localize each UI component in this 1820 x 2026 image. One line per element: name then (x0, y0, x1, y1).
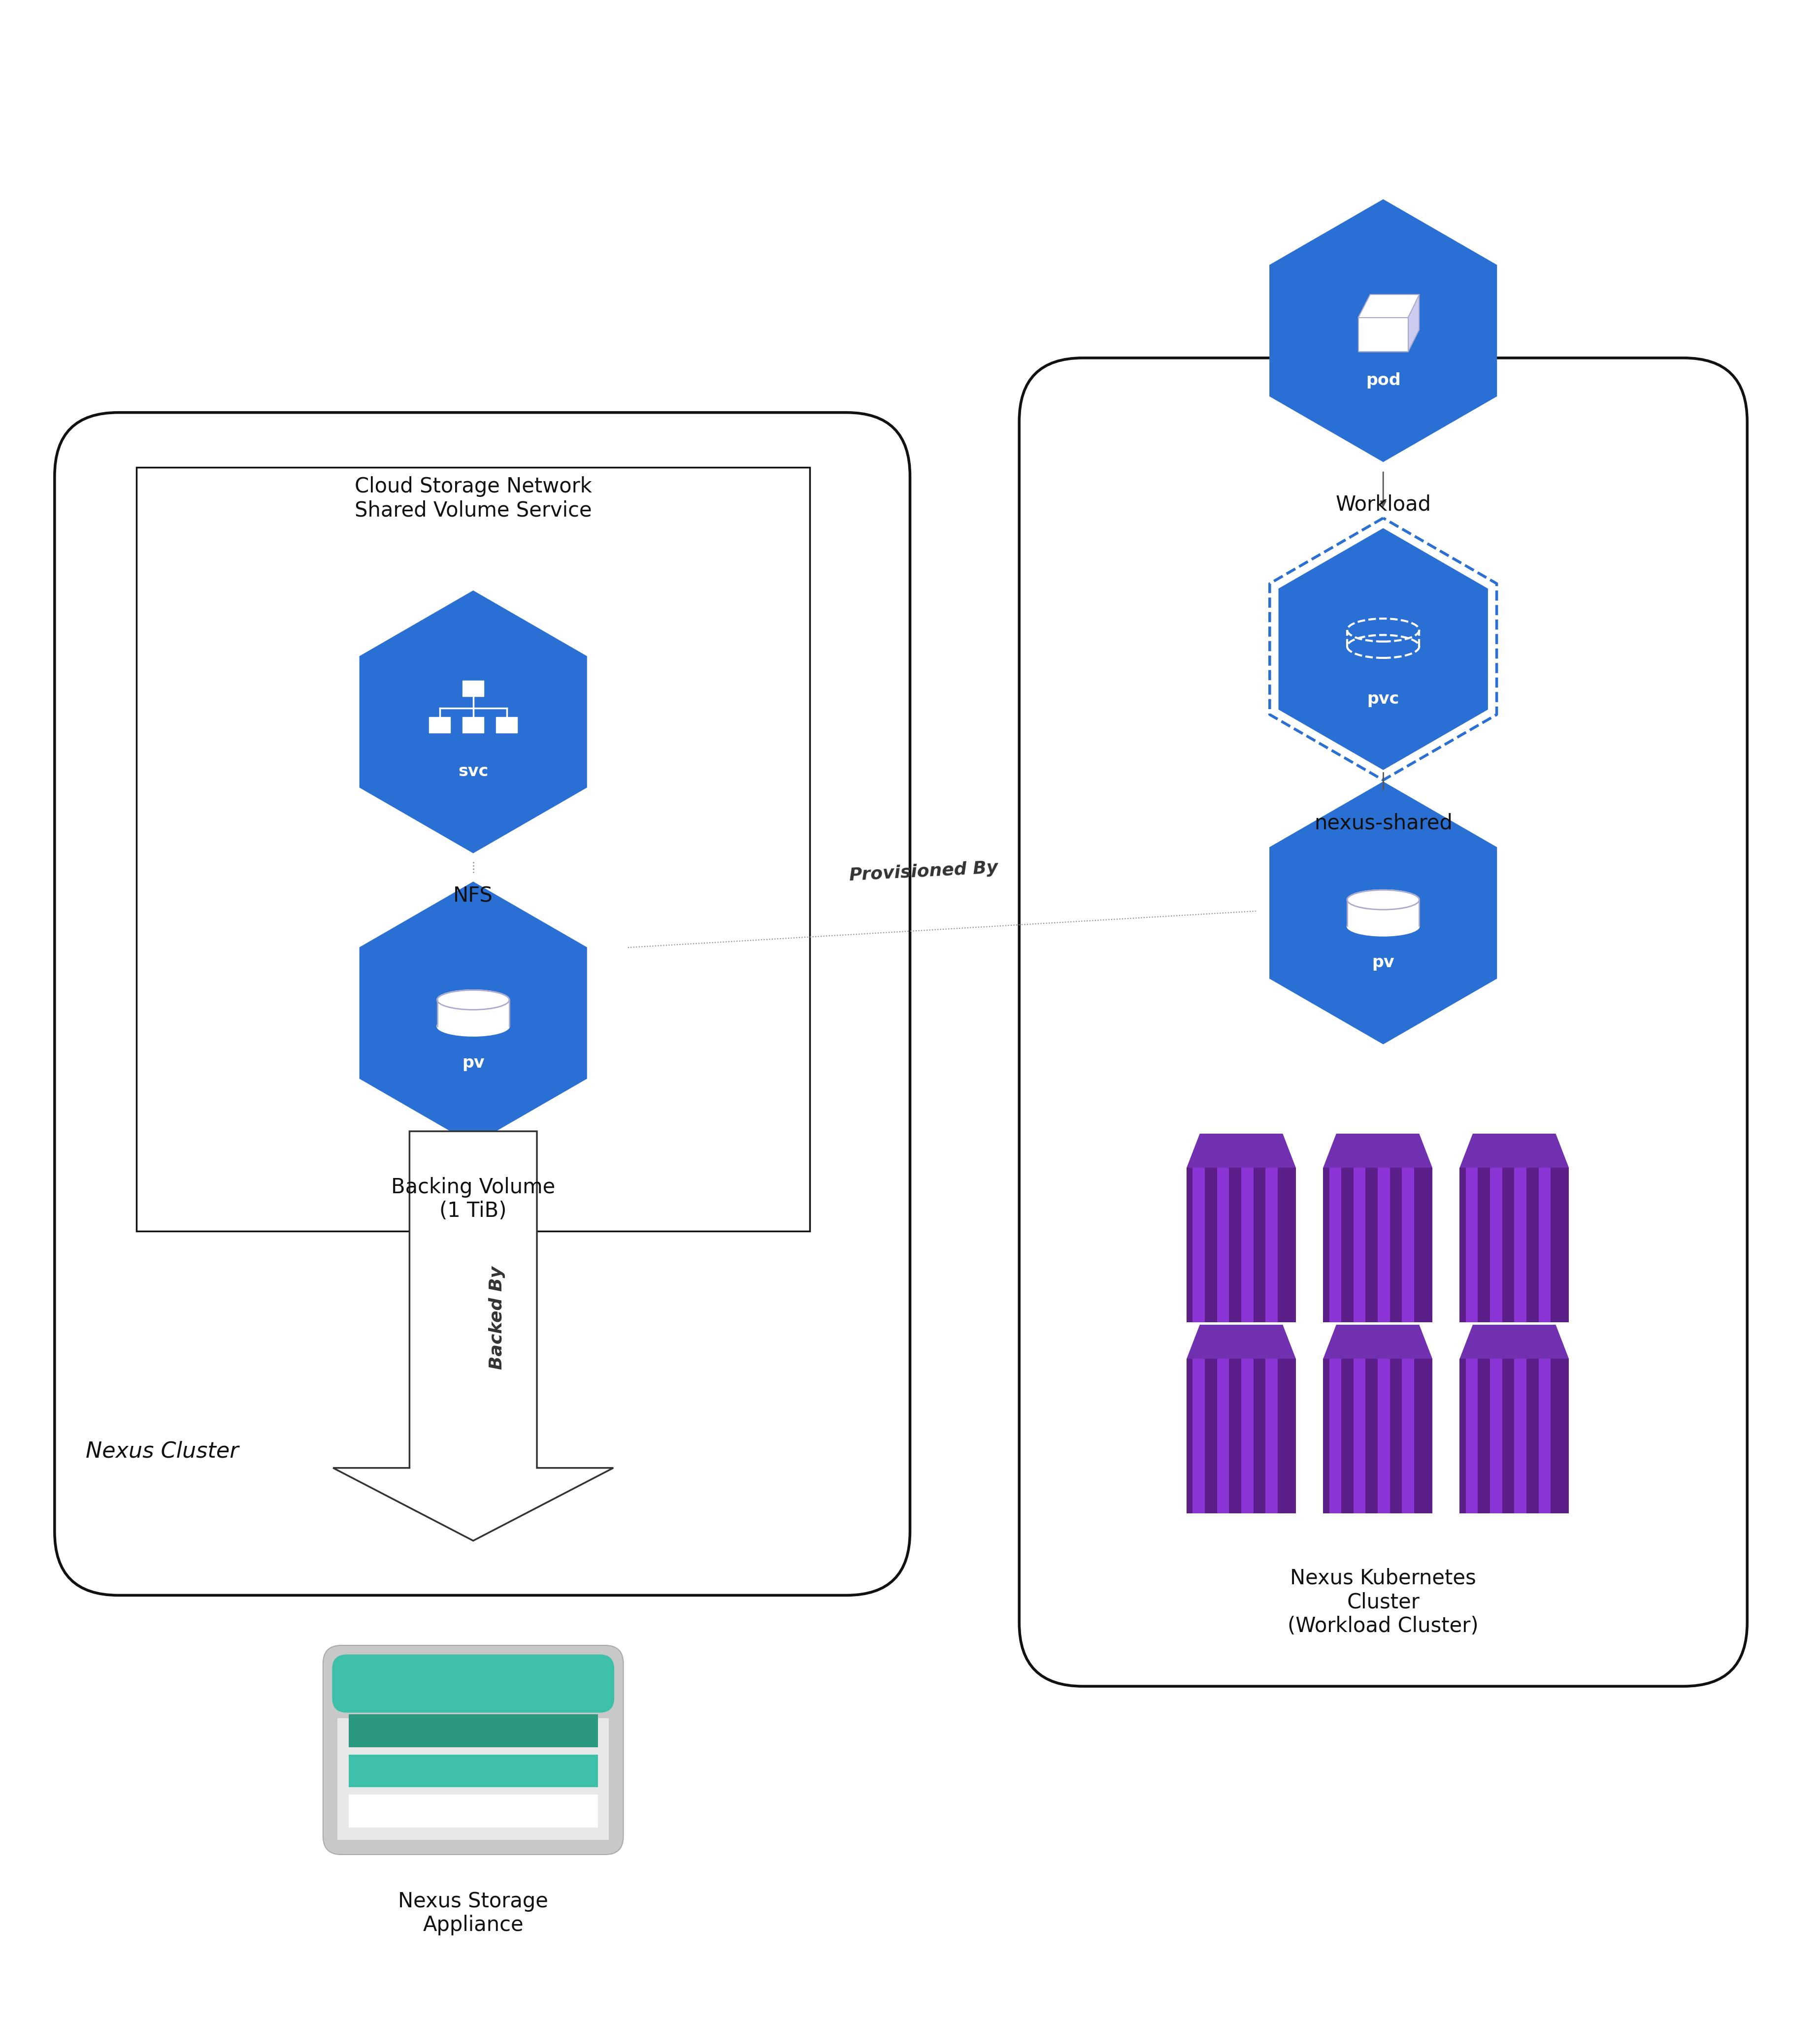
Bar (1460, 1359, 1569, 1513)
Bar (1218, 1167, 1228, 1323)
Polygon shape (1460, 1135, 1569, 1167)
Text: pv: pv (1372, 954, 1394, 970)
Polygon shape (1279, 529, 1487, 770)
Text: NFS: NFS (453, 885, 493, 906)
Bar (1187, 1167, 1296, 1323)
Bar (1354, 1359, 1365, 1513)
Text: Nexus Kubernetes
Cluster
(Workload Cluster): Nexus Kubernetes Cluster (Workload Clust… (1289, 1568, 1478, 1637)
Bar (1378, 1167, 1390, 1323)
Polygon shape (360, 881, 586, 1145)
Text: Provisioned By: Provisioned By (848, 859, 999, 883)
FancyBboxPatch shape (1019, 359, 1747, 1686)
Bar (462, 717, 484, 733)
Text: Cloud Storage Network
Shared Volume Service: Cloud Storage Network Shared Volume Serv… (355, 476, 592, 521)
Polygon shape (1270, 782, 1496, 1043)
Bar (1465, 1167, 1478, 1323)
Bar (1347, 900, 1420, 926)
Bar (437, 1001, 510, 1025)
Polygon shape (1187, 1325, 1296, 1359)
Bar (1265, 1167, 1278, 1323)
Ellipse shape (1347, 889, 1420, 910)
Bar (136, 468, 810, 1232)
Polygon shape (1323, 1325, 1432, 1359)
Bar (1241, 1359, 1254, 1513)
Ellipse shape (437, 1017, 510, 1035)
Polygon shape (1409, 294, 1420, 353)
Bar (1491, 1359, 1502, 1513)
Text: Backed By: Backed By (488, 1266, 506, 1370)
Bar (1354, 1167, 1365, 1323)
Bar (1192, 1359, 1205, 1513)
Ellipse shape (1347, 916, 1420, 936)
Bar (349, 1755, 597, 1787)
Polygon shape (360, 592, 586, 853)
Text: pv: pv (462, 1056, 484, 1072)
Polygon shape (1460, 1325, 1569, 1359)
Bar (1460, 1167, 1569, 1323)
Bar (1265, 1359, 1278, 1513)
FancyArrow shape (333, 1131, 613, 1540)
Text: Nexus Storage
Appliance: Nexus Storage Appliance (399, 1890, 548, 1935)
Polygon shape (1323, 1135, 1432, 1167)
Text: svc: svc (459, 764, 488, 780)
Text: pvc: pvc (1367, 691, 1400, 707)
Text: nexus-shared: nexus-shared (1314, 812, 1452, 833)
Text: Nexus Cluster: Nexus Cluster (86, 1440, 238, 1463)
Bar (1378, 1359, 1390, 1513)
Polygon shape (1358, 294, 1420, 318)
Bar (1187, 1359, 1296, 1513)
Bar (462, 681, 484, 697)
Bar (430, 717, 450, 733)
Polygon shape (1187, 1135, 1296, 1167)
Bar (349, 1795, 597, 1827)
Ellipse shape (437, 991, 510, 1009)
Bar (339, 1718, 610, 1840)
Bar (1241, 1167, 1254, 1323)
Polygon shape (1270, 201, 1496, 462)
Bar (1329, 1359, 1341, 1513)
FancyBboxPatch shape (331, 1655, 615, 1712)
Text: Backing Volume
(1 TiB): Backing Volume (1 TiB) (391, 1177, 555, 1222)
Bar (1323, 1359, 1432, 1513)
Bar (1514, 1167, 1527, 1323)
Bar (1538, 1359, 1551, 1513)
Bar (1465, 1359, 1478, 1513)
Bar (1218, 1359, 1228, 1513)
Text: Workload: Workload (1336, 494, 1431, 515)
Bar (1323, 1167, 1432, 1323)
FancyBboxPatch shape (55, 413, 910, 1594)
Bar (349, 1714, 597, 1746)
Bar (1401, 1359, 1414, 1513)
Bar (1329, 1167, 1341, 1323)
Bar (1538, 1167, 1551, 1323)
Bar (1401, 1167, 1414, 1323)
Polygon shape (1358, 318, 1409, 353)
Bar (497, 717, 517, 733)
Bar (1192, 1167, 1205, 1323)
FancyBboxPatch shape (324, 1645, 624, 1854)
Text: pod: pod (1365, 373, 1401, 389)
Bar (1491, 1167, 1502, 1323)
Bar (1514, 1359, 1527, 1513)
